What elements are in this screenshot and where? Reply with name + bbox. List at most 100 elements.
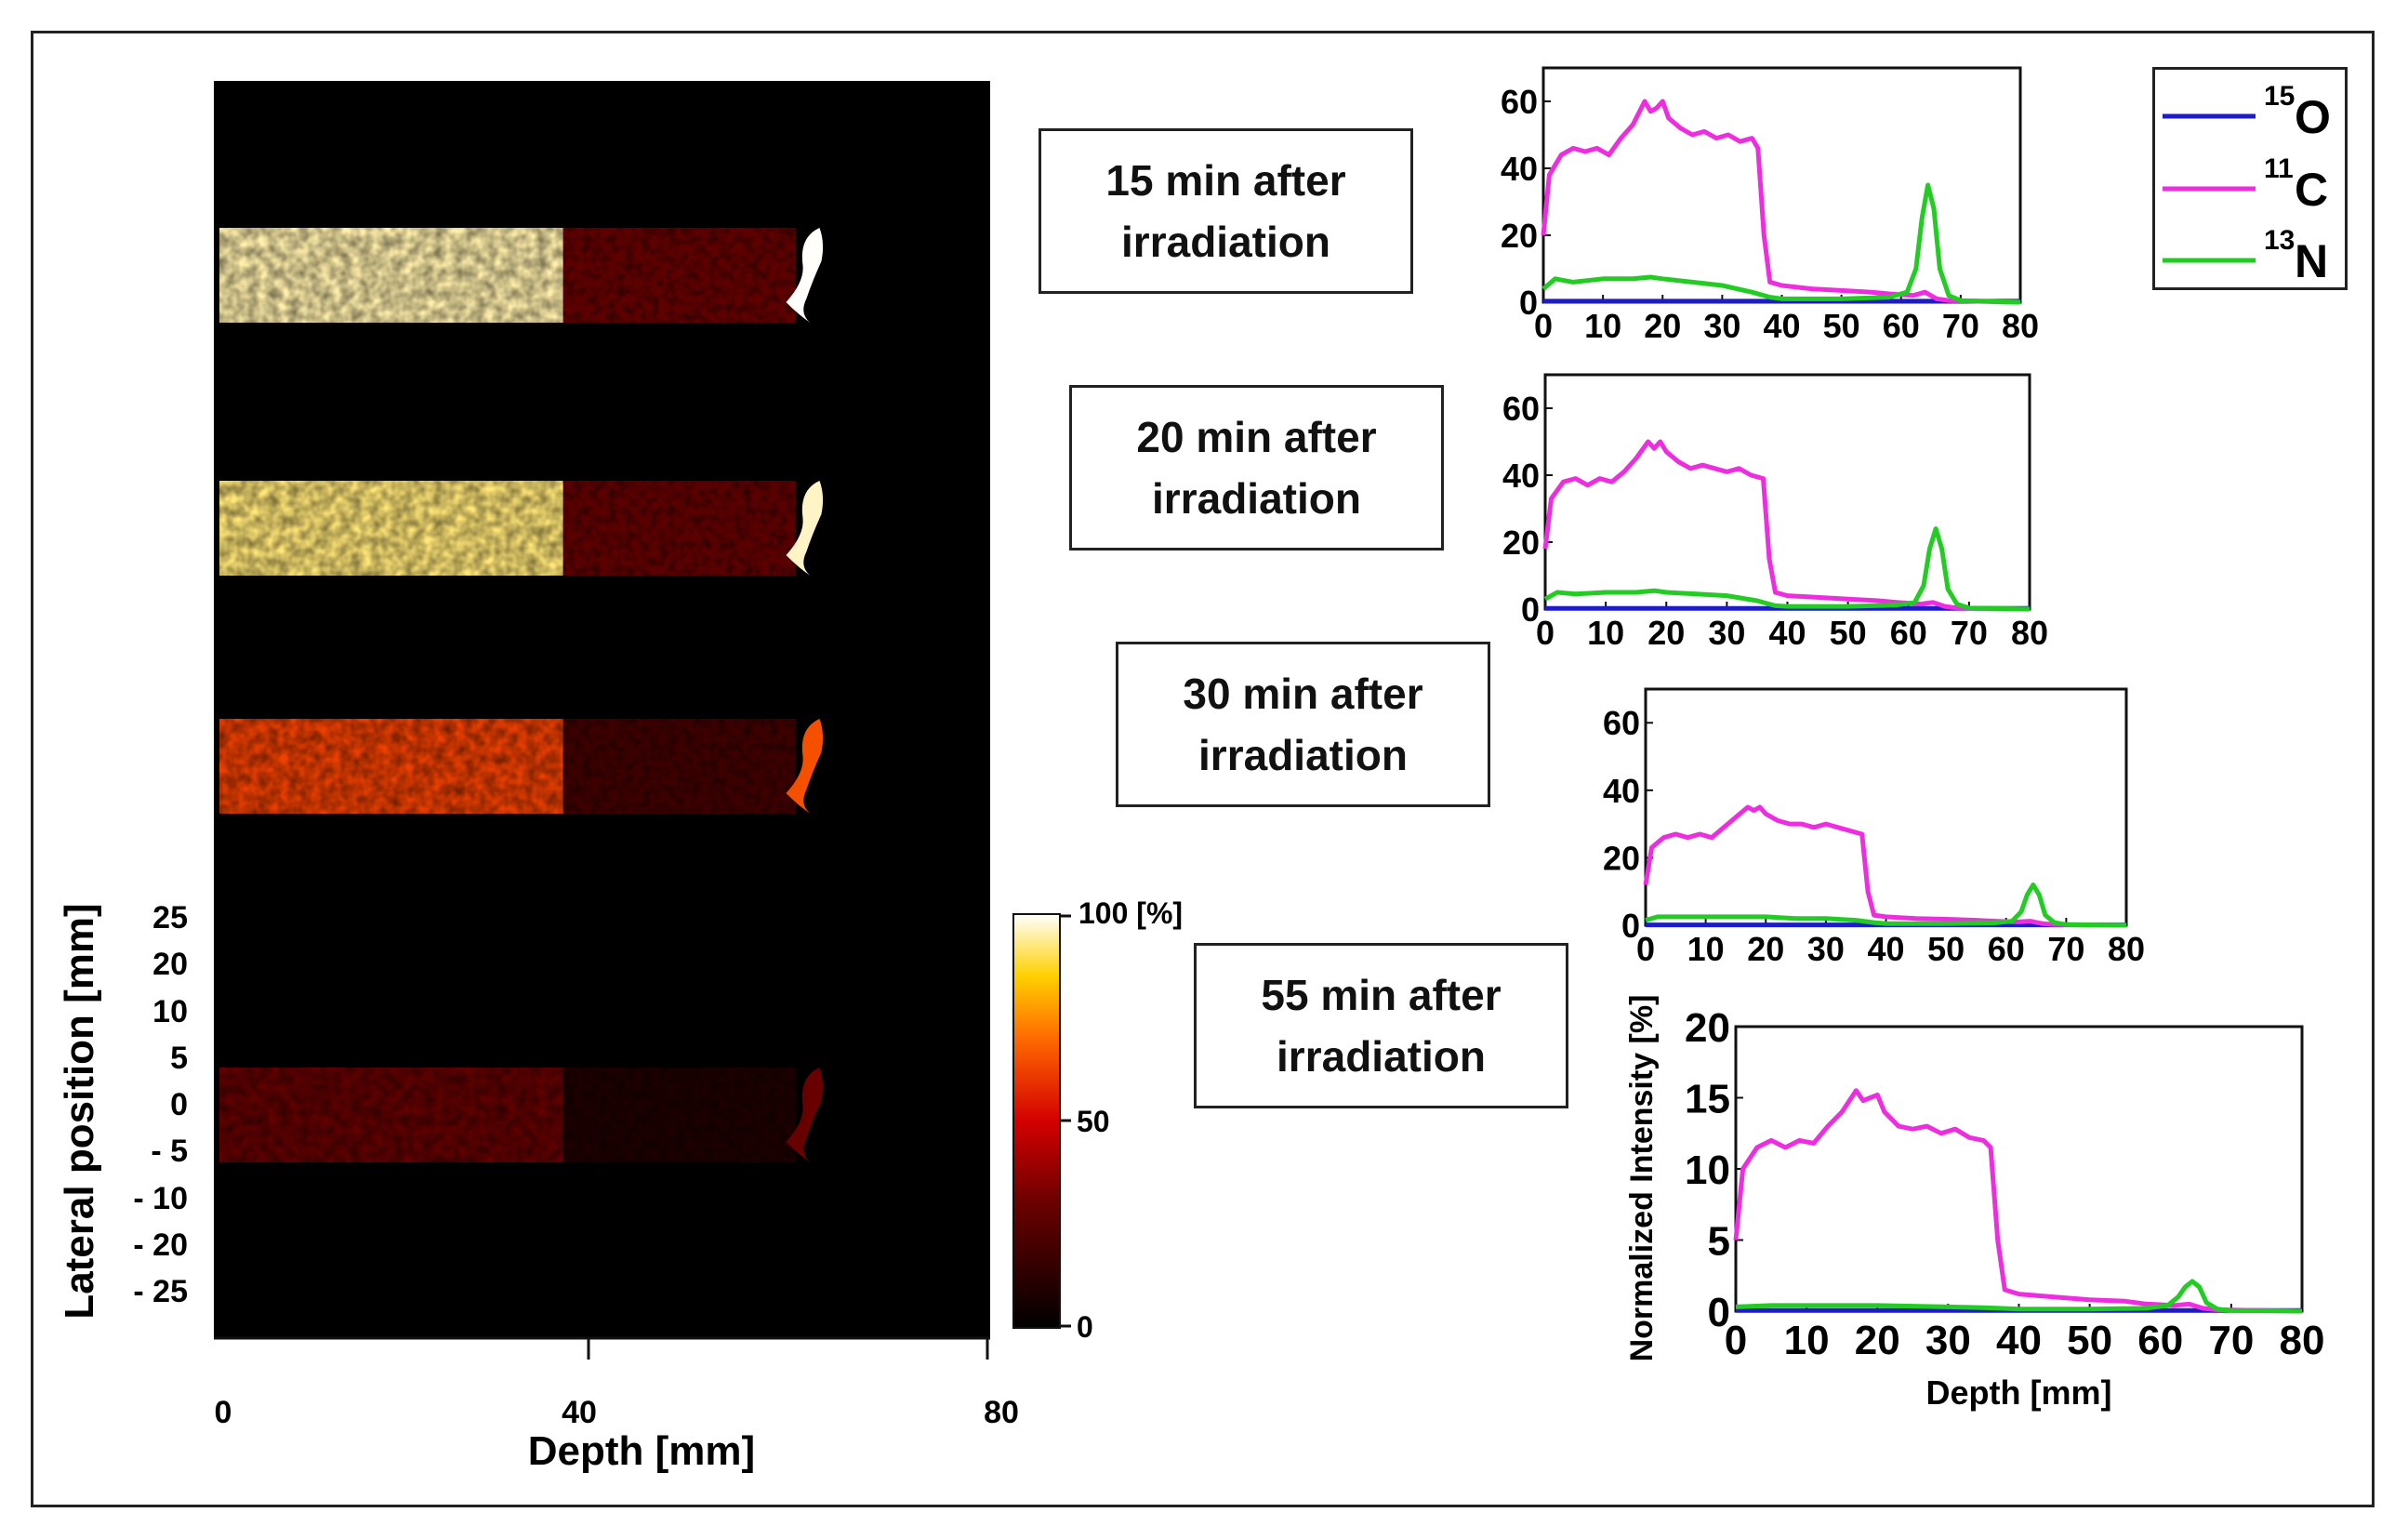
legend-entry-15o: 15 O bbox=[2163, 81, 2331, 143]
x-tick-label: 70 bbox=[1942, 307, 1979, 345]
bragg-peak-activity bbox=[786, 719, 824, 814]
legend-mass-11c: 11 bbox=[2264, 153, 2294, 184]
x-tick-label: 60 bbox=[1883, 307, 1920, 345]
activity-plateau-speckle bbox=[219, 1068, 563, 1162]
caption-30min-line2: irradiation bbox=[1198, 731, 1408, 779]
colorbar-tick-50: 50 bbox=[1077, 1105, 1110, 1138]
image-y-tick: 10 bbox=[152, 994, 188, 1029]
y-tick-label: 0 bbox=[1708, 1290, 1730, 1335]
image-y-tick: - 25 bbox=[133, 1274, 188, 1309]
caption-30min-line1: 30 min after bbox=[1183, 670, 1423, 718]
image-x-tick-40: 40 bbox=[562, 1395, 597, 1430]
legend-entry-11c: 11 C bbox=[2163, 153, 2328, 216]
x-tick-label: 80 bbox=[2011, 614, 2048, 652]
x-tick-label: 80 bbox=[2280, 1318, 2325, 1363]
x-tick-label: 70 bbox=[2047, 930, 2084, 968]
image-x-axis-label: Depth [mm] bbox=[528, 1428, 755, 1474]
colorbar-gradient bbox=[1012, 913, 1061, 1329]
legend-symbol-11c: C bbox=[2295, 164, 2328, 216]
profile-plot-3: 0 10 20 30 40 50 60 70 80 0 20 40 60 bbox=[1603, 687, 2145, 968]
isotope-legend: 15 O 11 C 13 N bbox=[2152, 67, 2348, 290]
legend-entry-13n: 13 N bbox=[2163, 225, 2328, 287]
image-y-tick: - 10 bbox=[133, 1181, 188, 1216]
x-tick-label: 30 bbox=[1925, 1318, 1971, 1363]
profile-plot-1: 0 10 20 30 40 50 60 70 80 0 20 40 60 bbox=[1501, 66, 2039, 345]
image-x-tick-80: 80 bbox=[984, 1395, 1019, 1430]
colorbar-tick-100: 100 [%] bbox=[1078, 896, 1183, 930]
y-tick-label: 0 bbox=[1621, 907, 1640, 945]
y-tick-label: 5 bbox=[1708, 1218, 1730, 1264]
figure-frame bbox=[31, 31, 2375, 1507]
profile-plot-2: 0 10 20 30 40 50 60 70 80 0 20 40 60 bbox=[1502, 373, 2048, 652]
plot-frame bbox=[1734, 1025, 2304, 1313]
activity-tail-speckle bbox=[562, 481, 797, 576]
x-tick-label: 10 bbox=[1784, 1318, 1830, 1363]
caption-55min: 55 min after irradiation bbox=[1194, 943, 1568, 1108]
image-row-30min bbox=[219, 719, 824, 814]
caption-20min: 20 min after irradiation bbox=[1069, 385, 1444, 551]
x-tick-label: 80 bbox=[2108, 930, 2145, 968]
x-tick-label: 30 bbox=[1703, 307, 1740, 345]
bragg-peak-activity bbox=[786, 1068, 824, 1162]
x-tick-label: 10 bbox=[1584, 307, 1621, 345]
caption-15min-line1: 15 min after bbox=[1105, 156, 1346, 205]
image-y-tick: - 20 bbox=[133, 1227, 188, 1263]
colorbar-tick-0: 0 bbox=[1077, 1310, 1093, 1344]
series-line-11c bbox=[1541, 99, 2021, 305]
series-line-13n bbox=[1543, 526, 2031, 612]
x-tick-label: 70 bbox=[2208, 1318, 2254, 1363]
image-y-axis-label: Lateral position [mm] bbox=[57, 903, 102, 1319]
bragg-peak-activity bbox=[786, 481, 824, 576]
caption-30min: 30 min after irradiation bbox=[1116, 642, 1490, 807]
caption-15min: 15 min after irradiation bbox=[1039, 128, 1413, 294]
activity-plateau-speckle bbox=[219, 719, 563, 814]
x-tick-label: 30 bbox=[1807, 930, 1845, 968]
x-tick-label: 0 bbox=[1636, 930, 1655, 968]
caption-55min-line1: 55 min after bbox=[1261, 971, 1502, 1019]
x-tick-label: 30 bbox=[1708, 614, 1745, 652]
x-tick-label: 0 bbox=[1534, 307, 1553, 345]
activity-tail-speckle bbox=[562, 1068, 797, 1162]
image-y-tick: - 5 bbox=[151, 1134, 188, 1169]
x-tick-label: 40 bbox=[1763, 307, 1800, 345]
image-row-55min bbox=[219, 1068, 824, 1162]
y-tick-label: 15 bbox=[1685, 1076, 1730, 1121]
activity-tail-speckle bbox=[562, 719, 797, 814]
profile-plot-4: 0 10 20 30 40 50 60 70 80 0 5 10 15 20 Depth [mm] Norma… bbox=[1624, 995, 2324, 1412]
x-tick-label: 80 bbox=[2002, 307, 2039, 345]
image-y-tick: 0 bbox=[170, 1087, 188, 1122]
x-tick-label: 60 bbox=[1890, 614, 1927, 652]
y-tick-label: 20 bbox=[1603, 839, 1640, 877]
bragg-peak-activity bbox=[786, 228, 824, 323]
x-tick-label: 20 bbox=[1855, 1318, 1900, 1363]
caption-20min-line2: irradiation bbox=[1152, 474, 1361, 523]
image-y-tick: 25 bbox=[152, 900, 188, 935]
plot-y-axis-label: Normalized Intensity [%] bbox=[1624, 995, 1660, 1362]
plot-x-axis-label: Depth [mm] bbox=[1926, 1373, 2112, 1412]
activity-plateau-speckle bbox=[219, 481, 563, 576]
x-tick-label: 10 bbox=[1687, 930, 1725, 968]
series-line-11c bbox=[1733, 1088, 2303, 1314]
series-line-13n bbox=[1735, 1279, 2303, 1314]
x-tick-label: 40 bbox=[1996, 1318, 2042, 1363]
y-tick-label: 40 bbox=[1603, 772, 1640, 810]
image-row-20min bbox=[219, 481, 824, 576]
x-tick-label: 0 bbox=[1725, 1318, 1747, 1363]
y-tick-label: 60 bbox=[1603, 704, 1640, 742]
y-tick-label: 0 bbox=[1521, 590, 1540, 629]
y-tick-label: 10 bbox=[1685, 1148, 1730, 1193]
x-tick-label: 0 bbox=[1536, 614, 1555, 652]
plot-frame bbox=[1644, 687, 2128, 927]
y-tick-label: 60 bbox=[1501, 83, 1538, 121]
x-tick-label: 60 bbox=[1988, 930, 2025, 968]
image-y-tick: 20 bbox=[152, 947, 188, 982]
legend-symbol-13n: N bbox=[2295, 235, 2328, 287]
x-tick-label: 50 bbox=[1927, 930, 1965, 968]
legend-mass-13n: 13 bbox=[2264, 225, 2295, 256]
x-tick-label: 50 bbox=[2067, 1318, 2112, 1363]
series-line-13n bbox=[1645, 882, 2127, 928]
x-tick-label: 20 bbox=[1644, 307, 1681, 345]
colorbar: 100 [%] 50 0 bbox=[1012, 896, 1183, 1344]
